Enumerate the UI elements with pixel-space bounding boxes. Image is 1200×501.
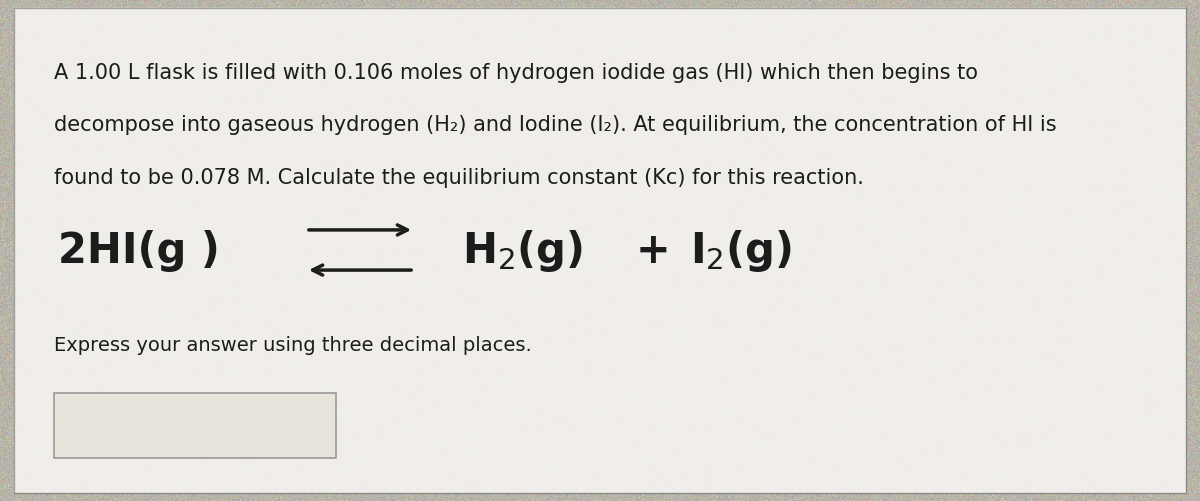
Text: A 1.00 L flask is filled with 0.106 moles of hydrogen iodide gas (HI) which then: A 1.00 L flask is filled with 0.106 mole…	[54, 63, 978, 83]
Text: H$_2$(g): H$_2$(g)	[462, 227, 583, 274]
FancyBboxPatch shape	[14, 9, 1186, 493]
FancyBboxPatch shape	[54, 393, 336, 458]
Text: 2HI(g ): 2HI(g )	[58, 229, 220, 272]
Text: I$_2$(g): I$_2$(g)	[690, 227, 792, 274]
Text: decompose into gaseous hydrogen (H₂) and Iodine (I₂). At equilibrium, the concen: decompose into gaseous hydrogen (H₂) and…	[54, 115, 1057, 135]
Text: +: +	[636, 229, 671, 272]
Text: Express your answer using three decimal places.: Express your answer using three decimal …	[54, 336, 532, 355]
Text: found to be 0.078 M. Calculate the equilibrium constant (Kc) for this reaction.: found to be 0.078 M. Calculate the equil…	[54, 168, 864, 188]
